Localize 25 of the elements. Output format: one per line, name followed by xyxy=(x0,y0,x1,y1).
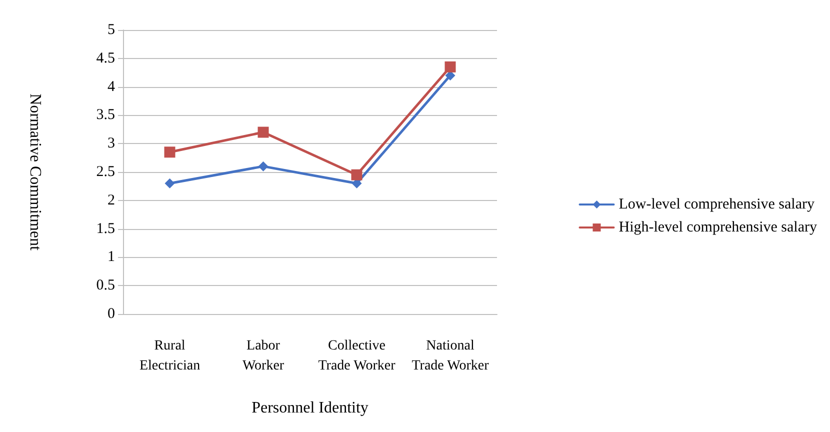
point xyxy=(444,61,456,72)
x-tick-label: Rural Electrician xyxy=(139,338,200,374)
x-tick-label: Labor Worker xyxy=(242,338,284,374)
y-tick-label: 4 xyxy=(108,78,116,95)
y-tick-label: 2 xyxy=(108,192,115,208)
point xyxy=(258,161,268,172)
legend-label: High-level comprehensive salary xyxy=(618,220,818,236)
y-tick-label: 5 xyxy=(108,22,115,38)
y-tick-label: 2.5 xyxy=(96,164,115,180)
x-tick-label: National Trade Worker xyxy=(412,338,490,374)
y-tick-label: 3.5 xyxy=(96,107,115,124)
point xyxy=(351,169,362,180)
y-tick-label: 0 xyxy=(108,306,115,322)
legend-label: Low-level comprehensive salary xyxy=(618,196,815,212)
y-axis-title: Normative Commitment xyxy=(26,94,44,251)
y-tick-label: 3 xyxy=(108,136,115,152)
point xyxy=(164,178,175,188)
x-axis-title: Personnel Identity xyxy=(252,400,368,416)
x-tick-label: Collective Trade Worker xyxy=(318,338,396,374)
y-tick-label: 1 xyxy=(108,249,115,266)
y-tick-label: 4.5 xyxy=(96,50,115,66)
y-tick-label: 1.5 xyxy=(96,220,115,237)
point xyxy=(258,126,269,138)
y-tick-label: 0.5 xyxy=(96,278,115,294)
point xyxy=(164,146,176,158)
